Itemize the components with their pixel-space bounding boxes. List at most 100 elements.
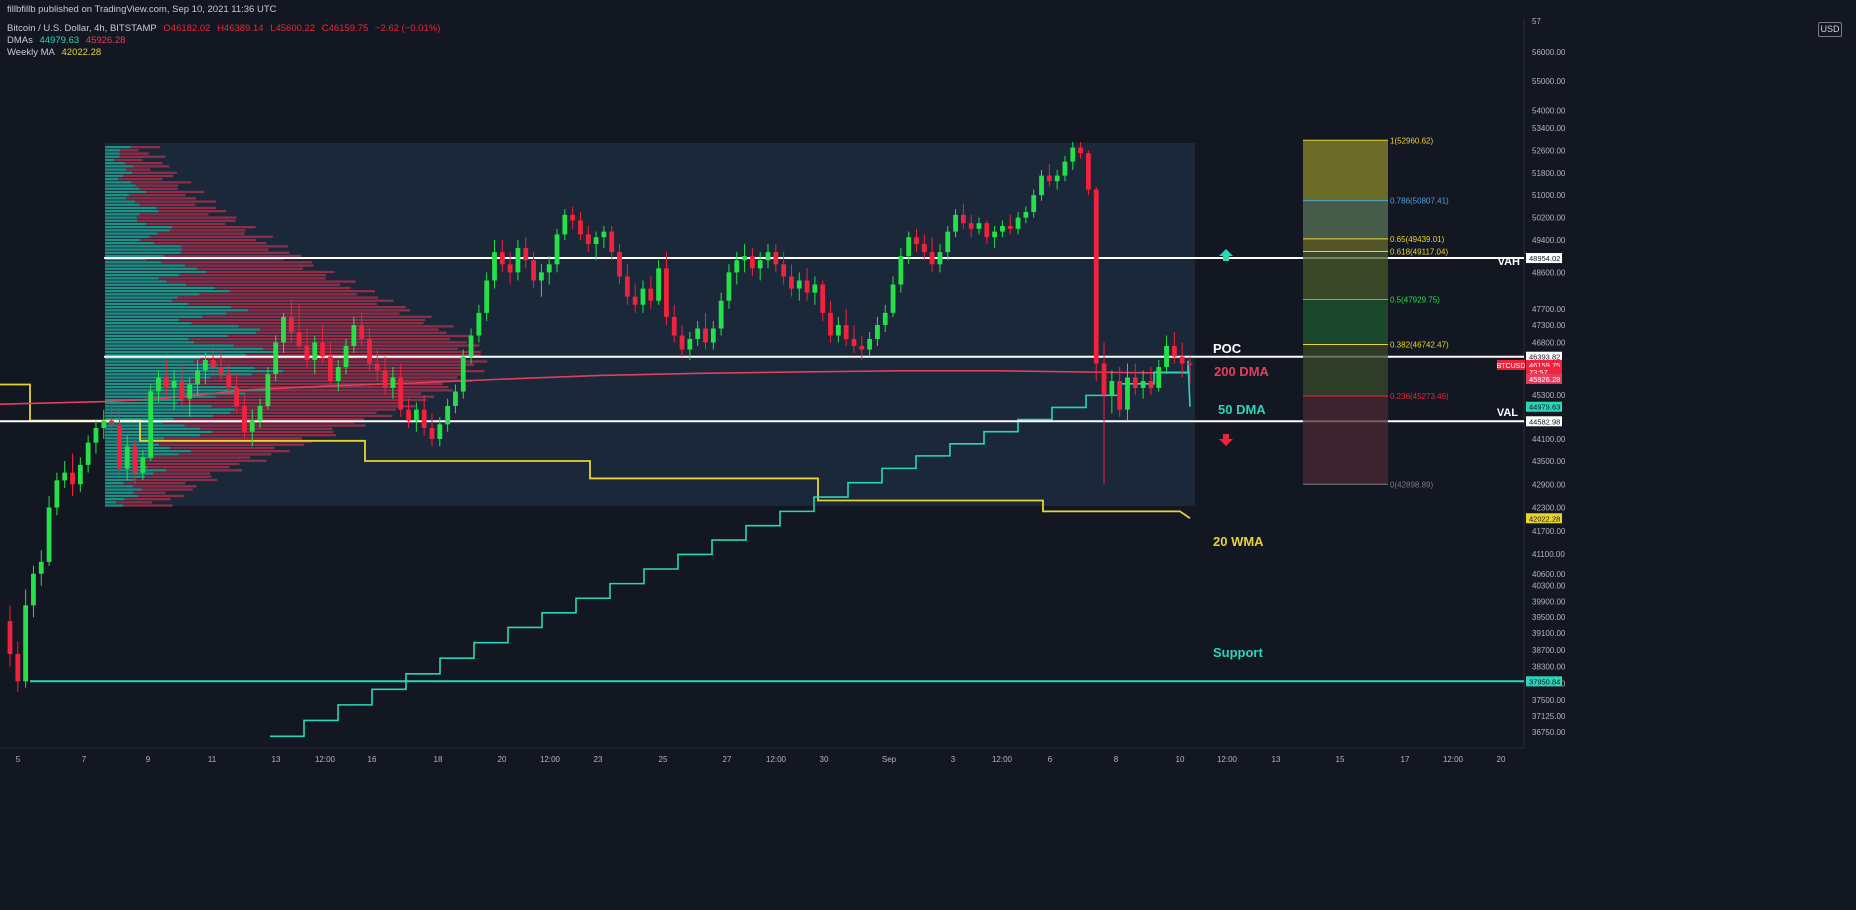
candle-body — [148, 391, 154, 458]
close-value: C46159.75 — [321, 23, 369, 34]
candle — [249, 409, 255, 447]
y-tick-label: 41700.00 — [1532, 527, 1566, 536]
volume-profile-buy-bar — [105, 459, 145, 462]
dma50-line — [270, 360, 1191, 738]
candle — [664, 252, 669, 325]
arrow-down-icon — [1219, 434, 1233, 446]
candle-body — [984, 223, 990, 238]
candle-body — [117, 424, 122, 469]
candle — [1125, 363, 1130, 421]
candle — [718, 292, 724, 336]
candle-body — [1039, 175, 1044, 196]
volume-profile-sell-bar — [244, 392, 422, 395]
volume-profile-sell-bar — [124, 498, 171, 501]
fib-level-label: 0.382(46742.47) — [1390, 341, 1449, 350]
volume-profile-sell-bar — [226, 312, 400, 315]
volume-profile-buy-bar — [105, 424, 185, 427]
candle-body — [945, 231, 951, 253]
currency-badge[interactable]: USD — [1818, 22, 1842, 37]
volume-profile-buy-bar — [105, 229, 170, 232]
y-tick-label: 46800.00 — [1532, 339, 1566, 348]
dmas-line[interactable]: DMAs 44979.63 45926.28 — [7, 35, 129, 47]
dma50-value: 44979.63 — [39, 35, 80, 46]
candle-body — [531, 260, 536, 281]
volume-profile-buy-bar — [105, 290, 230, 293]
candle — [671, 304, 677, 343]
candle-body — [617, 252, 622, 277]
y-tick-label: 36750.00 — [1532, 728, 1566, 737]
candle — [492, 240, 497, 289]
candle-body — [820, 284, 826, 313]
candle-body — [312, 342, 318, 360]
candle-body — [421, 409, 427, 428]
candle-body — [726, 272, 732, 301]
candle-body — [390, 377, 396, 388]
symbol-title[interactable]: Bitcoin / U.S. Dollar, 4h, BITSTAMP — [7, 23, 157, 34]
candle — [327, 342, 333, 385]
volume-profile-sell-bar — [215, 395, 435, 398]
candle-body — [85, 442, 91, 465]
volume-profile-sell-bar — [278, 350, 481, 354]
candle-body — [257, 406, 263, 421]
volume-profile-sell-bar — [262, 347, 459, 350]
volume-profile-buy-bar — [105, 258, 147, 261]
candle-body — [1070, 147, 1076, 162]
candle-body — [288, 316, 294, 332]
candle-body — [898, 256, 904, 285]
candle — [1023, 206, 1029, 224]
candle-body — [242, 406, 247, 432]
volume-profile-buy-bar — [105, 405, 212, 408]
volume-profile-buy-bar — [105, 341, 195, 344]
volume-profile-buy-bar — [105, 222, 147, 226]
price-tag: 48954.02 — [1529, 254, 1560, 263]
volume-profile-sell-bar — [118, 178, 163, 181]
candle — [640, 280, 646, 313]
candle-body — [1062, 161, 1068, 176]
volume-profile-buy-bar — [105, 318, 179, 322]
candle-body — [1101, 363, 1107, 395]
candle — [390, 367, 396, 399]
candle-body — [765, 252, 771, 261]
volume-profile-buy-bar — [105, 306, 231, 309]
volume-profile-sell-bar — [132, 171, 177, 174]
candle-body — [703, 328, 708, 343]
volume-profile-buy-bar — [105, 197, 127, 200]
volume-profile-buy-bar — [105, 450, 191, 453]
volume-profile-sell-bar — [123, 174, 174, 178]
price-tag-bg — [1526, 676, 1562, 687]
volume-profile-sell-bar — [191, 322, 424, 325]
volume-profile-sell-bar — [153, 472, 211, 475]
x-tick-label: 8 — [1114, 755, 1119, 764]
wma-label: Weekly MA — [7, 47, 55, 58]
volume-profile-sell-bar — [180, 251, 290, 254]
fib-zone — [1303, 299, 1388, 345]
candle — [656, 260, 662, 305]
volume-profile-sell-bar — [137, 494, 184, 498]
candle — [1132, 363, 1138, 395]
candle-body — [929, 252, 935, 265]
candle — [585, 226, 591, 253]
candle-body — [664, 268, 669, 317]
candle-body — [554, 234, 560, 265]
candle-body — [218, 367, 224, 374]
candle-body — [992, 231, 998, 238]
candle — [218, 349, 224, 381]
candle — [648, 276, 654, 309]
volume-profile-buy-bar — [105, 478, 135, 482]
y-tick-label: 39100.00 — [1532, 629, 1566, 638]
volume-profile-buy-bar — [105, 472, 154, 475]
x-tick-label: 25 — [659, 755, 668, 764]
wma-line[interactable]: Weekly MA 42022.28 — [7, 47, 105, 59]
candle-body — [234, 388, 240, 406]
y-tick-label: 45300.00 — [1532, 391, 1566, 400]
candle-body — [781, 264, 787, 277]
volume-profile-sell-bar — [144, 459, 267, 462]
volume-profile-buy-bar — [105, 366, 255, 370]
volume-profile-sell-bar — [163, 437, 303, 440]
y-tick-label: 49400.00 — [1532, 236, 1566, 245]
candle-body — [546, 264, 552, 273]
open-value: O46182.02 — [163, 23, 211, 34]
candle — [1070, 142, 1076, 170]
